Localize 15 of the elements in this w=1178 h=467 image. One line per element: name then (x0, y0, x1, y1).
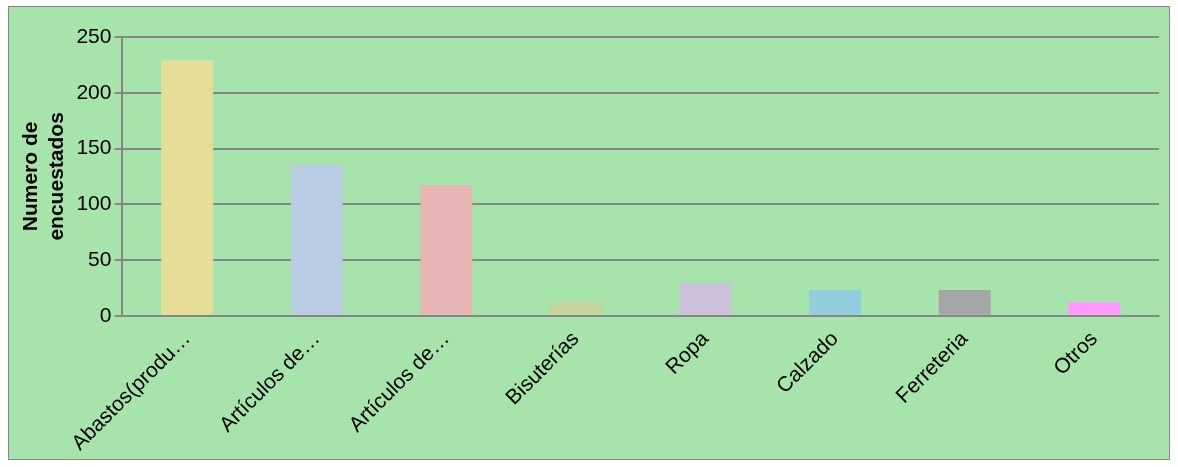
y-tick-label: 0 (99, 302, 112, 326)
y-tick-label: 50 (88, 246, 112, 270)
y-axis-title: Numero de encuestados (18, 112, 67, 241)
bar (679, 283, 732, 315)
bar (550, 302, 602, 315)
bar (420, 185, 473, 315)
y-tick-label: 250 (76, 23, 112, 47)
y-tick-label: 150 (76, 135, 112, 159)
y-tick-label: 100 (76, 191, 112, 215)
bar (290, 165, 343, 315)
y-tick-label: 200 (76, 79, 112, 103)
bar (809, 290, 861, 315)
bar (1068, 302, 1121, 315)
bar (161, 60, 214, 315)
bar (938, 290, 991, 315)
